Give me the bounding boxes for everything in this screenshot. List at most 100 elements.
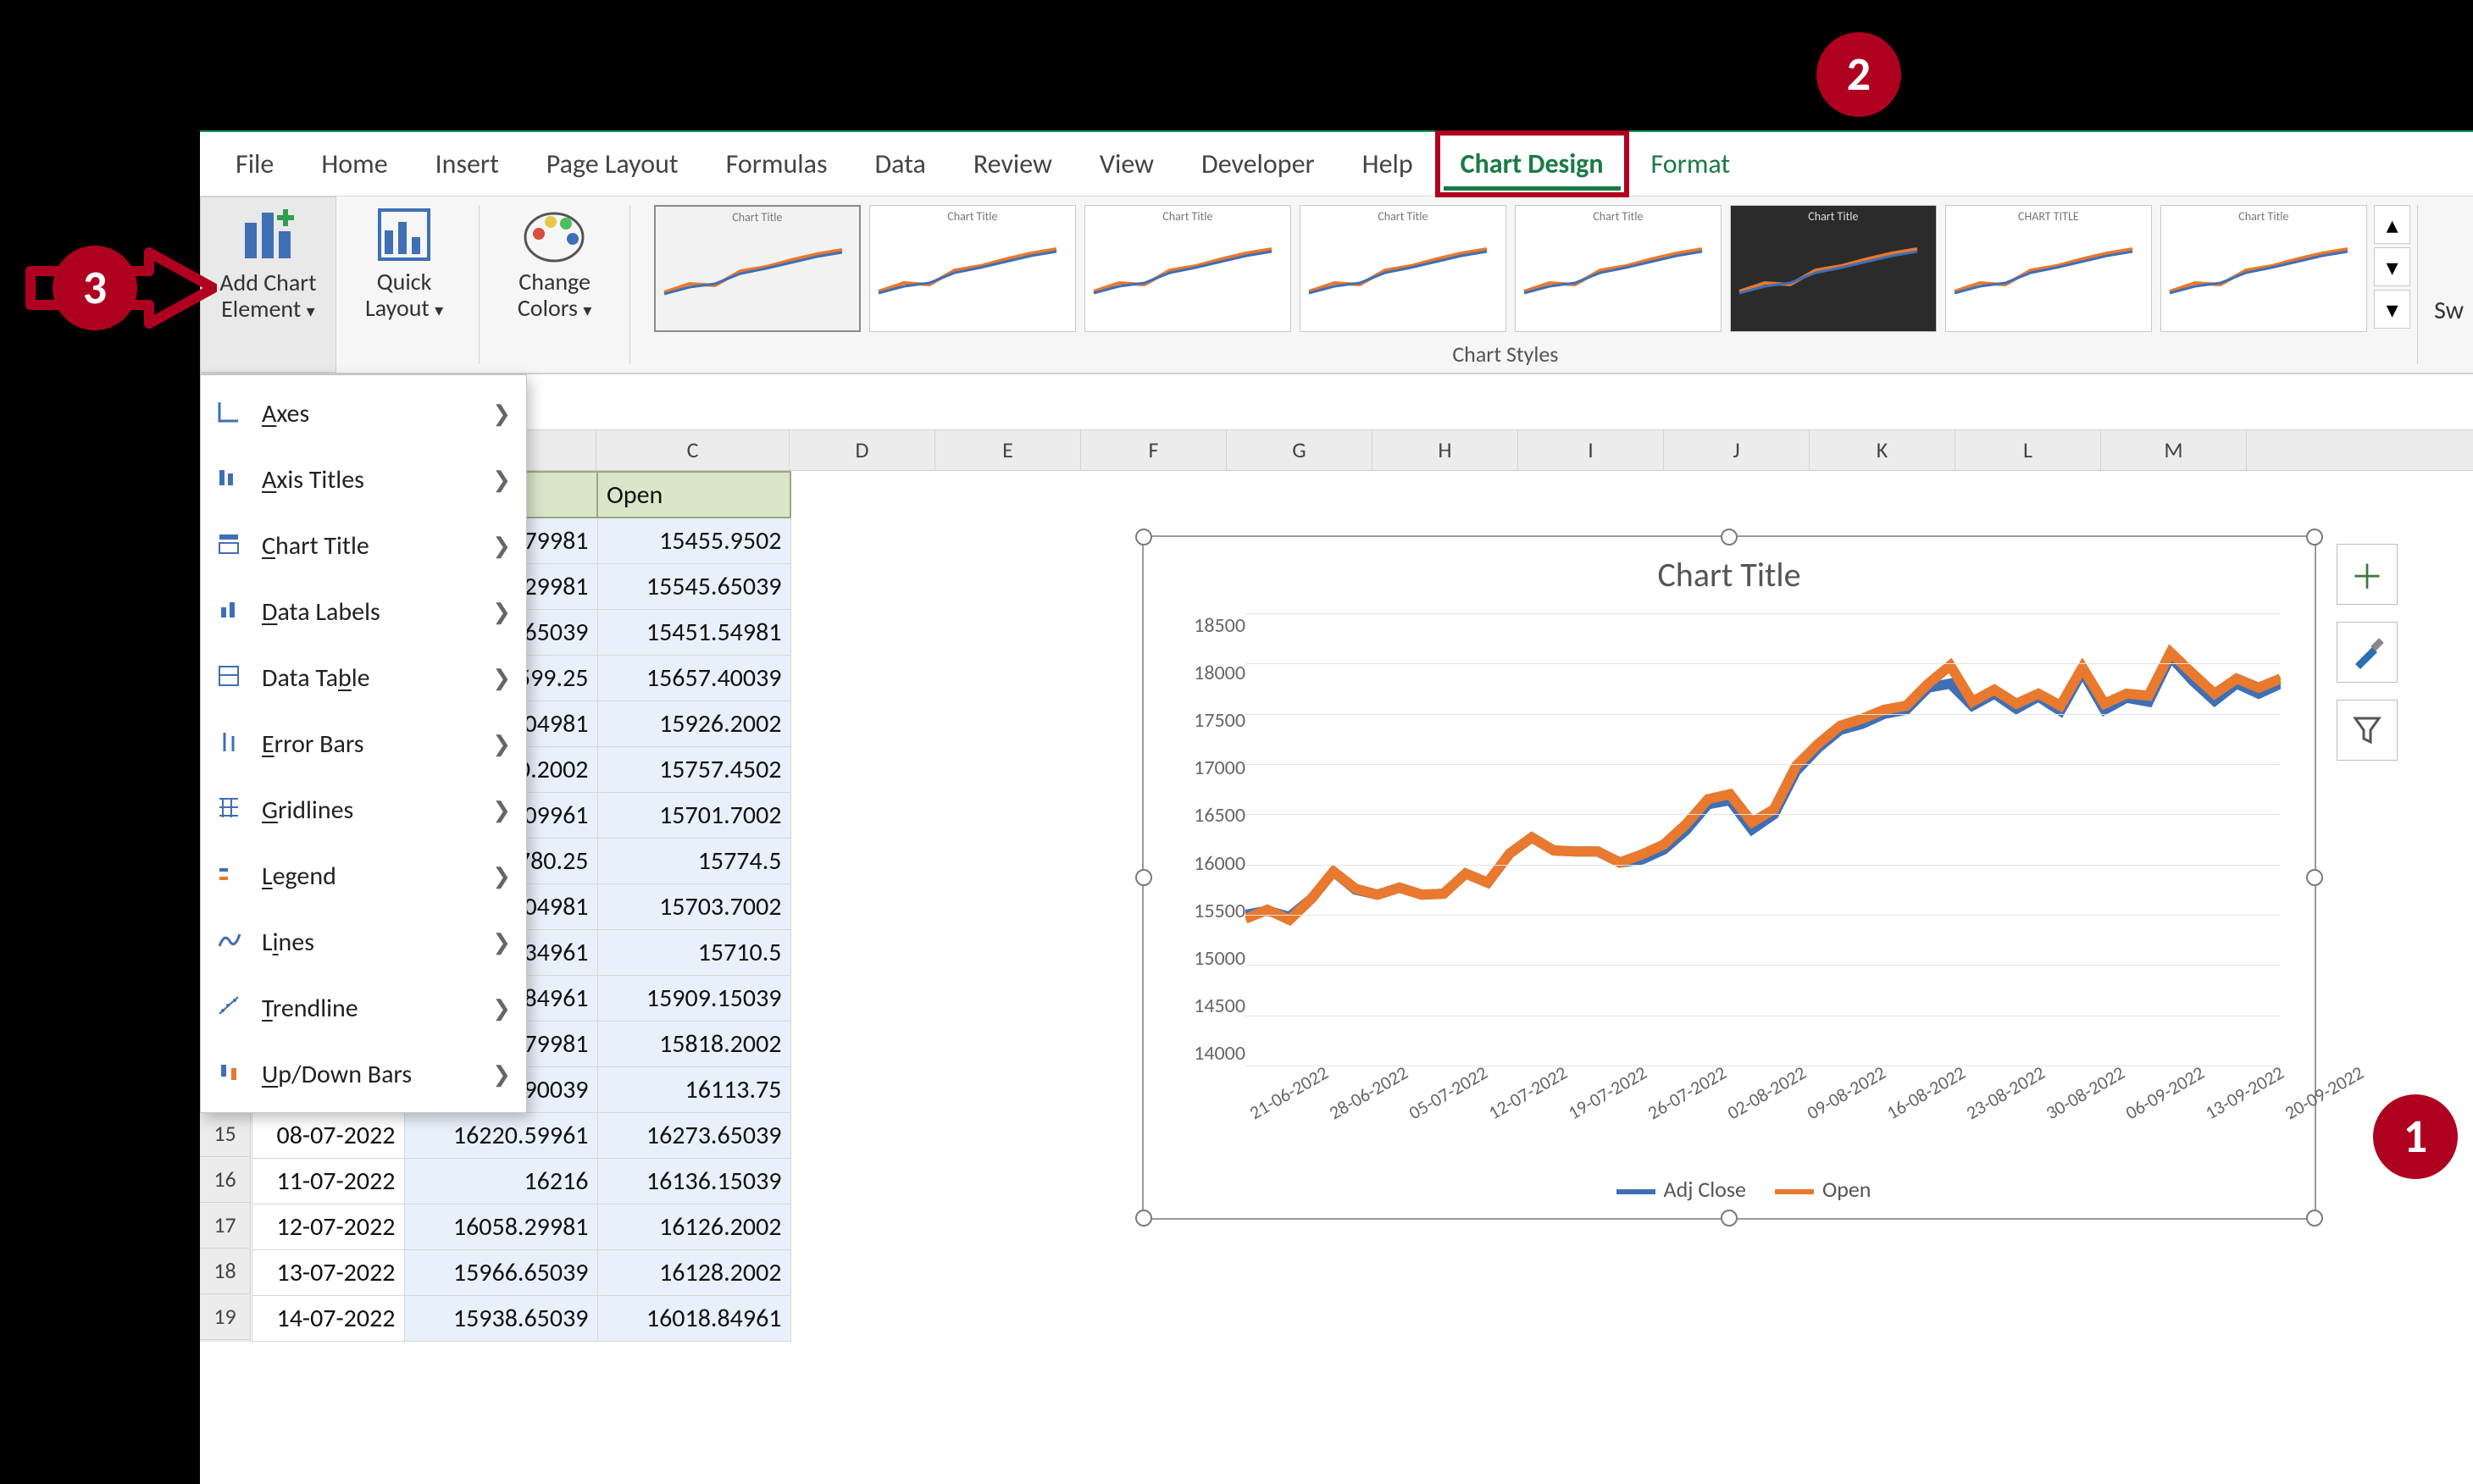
cell[interactable]: 15774.5 [597,838,790,883]
chart-style-thumb[interactable]: Chart Title [1730,205,1937,332]
col-header[interactable]: D [790,430,935,470]
cell[interactable]: 15926.2002 [597,700,790,746]
menu-error-bars[interactable]: Error Bars❯ [201,711,526,777]
chart-style-thumb[interactable]: Chart Title [2160,205,2367,332]
col-header[interactable]: F [1081,430,1227,470]
header-cell[interactable]: Open [597,472,790,518]
cell[interactable]: 16220.59961 [404,1112,597,1158]
menu-chart-title[interactable]: Chart Title❯ [201,512,526,579]
cell[interactable]: 15657.40039 [597,655,790,700]
cell[interactable]: 16018.84961 [597,1295,790,1341]
cell[interactable]: 15909.15039 [597,975,790,1021]
resize-handle[interactable] [2306,869,2323,886]
cell[interactable]: 15938.65039 [404,1295,597,1341]
chart-styles-button[interactable] [2337,622,2398,683]
cell[interactable]: 15757.4502 [597,746,790,792]
col-header[interactable]: H [1372,430,1518,470]
tab-file[interactable]: File [212,132,297,196]
cell[interactable]: 16058.29981 [404,1204,597,1249]
chart-legend[interactable]: Adj Close Open [1144,1176,2315,1203]
resize-handle[interactable] [1135,869,1152,886]
cell[interactable]: 15451.54981 [597,609,790,655]
menu-axis-titles[interactable]: Axis Titles❯ [201,446,526,512]
col-header[interactable]: E [935,430,1081,470]
cell[interactable]: 16113.75 [597,1066,790,1112]
cell[interactable]: 16216 [404,1158,597,1204]
chart-style-thumb[interactable]: CHART TITLE [1945,205,2152,332]
tab-format[interactable]: Format [1627,132,1755,196]
col-header[interactable]: J [1664,430,1810,470]
cell[interactable]: 16128.2002 [597,1249,790,1295]
tab-home[interactable]: Home [297,132,411,196]
cell[interactable]: 13-07-2022 [252,1249,404,1295]
gallery-down-icon[interactable]: ▾ [2374,247,2410,286]
col-header[interactable]: L [1955,430,2101,470]
cell[interactable]: 15710.5 [597,929,790,975]
chart-style-thumb[interactable]: Chart Title [1515,205,1722,332]
col-header[interactable]: G [1227,430,1372,470]
tab-formulas[interactable]: Formulas [702,132,851,196]
menu-up-down-bars[interactable]: Up/Down Bars❯ [201,1041,526,1107]
gallery-up-icon[interactable]: ▴ [2374,205,2410,244]
add-chart-element-menu[interactable]: Axes❯Axis Titles❯Chart Title❯Data Labels… [200,374,527,1113]
tab-view[interactable]: View [1076,132,1178,196]
resize-handle[interactable] [2306,1210,2323,1227]
gallery-scroll[interactable]: ▴ ▾ ▾ [2374,197,2410,373]
cell[interactable]: 15455.9502 [597,518,790,563]
row-header[interactable]: 15 [200,1111,250,1157]
menu-data-table[interactable]: Data Table❯ [201,645,526,711]
tab-page-layout[interactable]: Page Layout [523,132,702,196]
chart-style-thumb[interactable]: Chart Title [654,205,861,332]
tab-data[interactable]: Data [851,132,949,196]
cell[interactable]: 16136.15039 [597,1158,790,1204]
cell[interactable]: 15545.65039 [597,563,790,609]
cell[interactable]: 15818.2002 [597,1021,790,1066]
cell[interactable]: 08-07-2022 [252,1112,404,1158]
cell[interactable]: 16126.2002 [597,1204,790,1249]
tab-insert[interactable]: Insert [412,132,523,196]
resize-handle[interactable] [1135,529,1152,545]
chart-style-thumb[interactable]: Chart Title [1300,205,1506,332]
chart-style-thumb[interactable]: Chart Title [1084,205,1291,332]
chart-object[interactable]: Chart Title 1850018000175001700016500160… [1142,535,2316,1220]
menu-lines[interactable]: Lines❯ [201,909,526,975]
gallery-more-icon[interactable]: ▾ [2374,290,2410,329]
legend-label[interactable]: Open [1822,1176,1871,1203]
tab-review[interactable]: Review [950,132,1076,196]
tab-developer[interactable]: Developer [1178,132,1339,196]
cell[interactable]: 11-07-2022 [252,1158,404,1204]
chart-elements-button[interactable]: ＋ [2337,544,2398,605]
row-header[interactable]: 16 [200,1157,250,1203]
resize-handle[interactable] [1721,1210,1738,1227]
resize-handle[interactable] [1721,529,1738,545]
col-header[interactable]: C [596,430,790,470]
legend-label[interactable]: Adj Close [1664,1176,1746,1203]
chart-style-thumb[interactable]: Chart Title [869,205,1076,332]
menu-gridlines[interactable]: Gridlines❯ [201,777,526,843]
resize-handle[interactable] [1135,1210,1152,1227]
formula-input[interactable] [518,374,2473,429]
cell[interactable]: 12-07-2022 [252,1204,404,1249]
row-header[interactable]: 19 [200,1294,250,1340]
worksheet[interactable]: ABCDEFGHIJKLM 13141516171819 seOpen79981… [200,430,2473,1342]
col-header[interactable]: M [2101,430,2247,470]
row-header[interactable]: 17 [200,1203,250,1249]
switch-row-col-truncated[interactable]: Sw [2425,197,2473,373]
row-header[interactable]: 18 [200,1249,250,1294]
col-header[interactable]: K [1810,430,1955,470]
resize-handle[interactable] [2306,529,2323,545]
change-colors-button[interactable]: ChangeColors ▾ [486,197,623,373]
cell[interactable]: 16273.65039 [597,1112,790,1158]
menu-legend[interactable]: Legend❯ [201,843,526,909]
column-headers[interactable]: ABCDEFGHIJKLM [200,430,2473,471]
chart-title[interactable]: Chart Title [1144,537,2315,595]
quick-layout-button[interactable]: QuickLayout ▾ [336,197,473,373]
chart-filters-button[interactable] [2337,700,2398,761]
menu-trendline[interactable]: Trendline❯ [201,975,526,1041]
col-header[interactable]: I [1518,430,1664,470]
menu-axes[interactable]: Axes❯ [201,380,526,446]
tab-help[interactable]: Help [1339,132,1437,196]
cell[interactable]: 15701.7002 [597,792,790,838]
cell[interactable]: 15703.7002 [597,883,790,929]
add-chart-element-button[interactable]: Add ChartElement ▾ [200,197,336,373]
